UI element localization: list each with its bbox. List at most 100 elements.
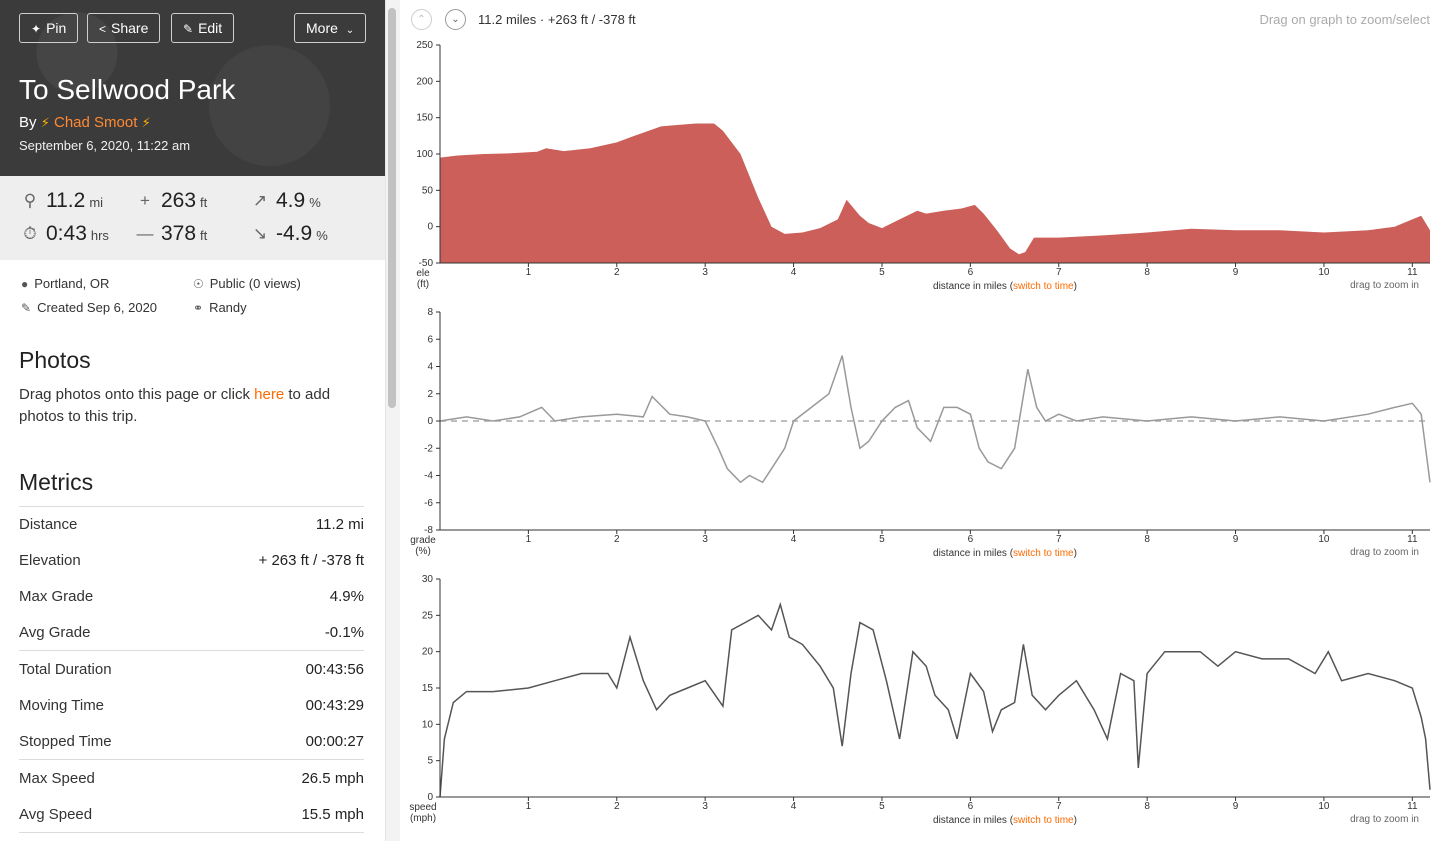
metric-row: Moving Time 00:43:29 (19, 687, 364, 723)
stat-time-unit: hrs (90, 228, 109, 243)
x-tick-label: 10 (1318, 801, 1330, 812)
stat-min-grade-unit: % (316, 228, 328, 243)
divider (19, 650, 364, 651)
x-tick-label: 1 (526, 267, 532, 278)
edit-button[interactable]: ✎ Edit (171, 13, 235, 43)
globe-icon: ☉ (193, 277, 204, 291)
pencil-icon: ✎ (183, 22, 194, 36)
plus-icon: + (140, 191, 150, 210)
collapse-up-button[interactable]: ⌃ (411, 9, 432, 30)
metric-label: Elevation (19, 552, 81, 569)
y-tick-label: 250 (416, 40, 433, 51)
location-text: Portland, OR (34, 276, 110, 291)
y-tick-label: -6 (424, 498, 433, 509)
trip-date: September 6, 2020, 11:22 am (19, 138, 191, 153)
y-tick-label: -2 (424, 443, 433, 454)
y-axis-label: grade (410, 535, 436, 546)
arrow-up-right-icon: ↗ (252, 191, 268, 210)
pin-icon: ✦ (31, 22, 42, 36)
stats-summary: ⚲ 11.2 mi ⏱ 0:43 hrs + 263 ft — 378 ft ↗ 4.9… (0, 176, 385, 260)
created-text: Created Sep 6, 2020 (37, 300, 158, 315)
y-tick-label: 6 (427, 334, 433, 345)
graph-hint: Drag on graph to zoom/select (1259, 12, 1430, 27)
stat-distance: ⚲ 11.2 mi (24, 189, 104, 213)
y-tick-label: 5 (427, 756, 433, 767)
photos-text-after: to add photos to this trip. (19, 386, 331, 425)
x-tick-label: 11 (1407, 801, 1418, 812)
photos-heading: Photos (19, 347, 91, 373)
x-tick-label: 5 (879, 801, 885, 812)
metric-row: Elevation + 263 ft / -378 ft (19, 542, 364, 578)
metric-value: 4.9% (329, 588, 364, 605)
metric-row: Max Grade 4.9% (19, 578, 364, 614)
metric-value: 00:43:56 (305, 661, 364, 678)
metric-label: Max Speed (19, 770, 95, 787)
bike-text: Randy (209, 300, 247, 315)
y-tick-label: 50 (422, 185, 434, 196)
x-tick-label: 5 (879, 534, 885, 545)
by-label: By (19, 114, 37, 131)
metric-row: Total Duration 00:43:56 (19, 651, 364, 687)
x-tick-label: 2 (614, 534, 620, 545)
lightning-icon: ⚡ (141, 115, 151, 130)
speed-line-series (439, 601, 1431, 798)
stopwatch-icon: ⏱ (23, 224, 37, 243)
x-tick-label: 7 (1056, 534, 1062, 545)
y-tick-label: 8 (427, 307, 433, 318)
metric-label: Avg Grade (19, 624, 91, 641)
bike: ⚭ Randy (193, 300, 247, 315)
map-pin-icon: ● (21, 277, 29, 291)
trip-header: ✦ Pin < Share ✎ Edit More ⌄ To Sellwood Par… (0, 0, 385, 176)
more-label: More (306, 20, 338, 36)
y-tick-label: 30 (422, 574, 434, 585)
visibility-text: Public (0 views) (209, 276, 301, 291)
y-tick-label: -8 (424, 525, 433, 536)
x-tick-label: 4 (791, 267, 797, 278)
metric-label: Total Duration (19, 661, 112, 678)
chevron-down-icon: ⌄ (345, 25, 355, 36)
x-tick-label: 3 (702, 534, 708, 545)
byline: By ⚡ Chad Smoot ⚡ (19, 114, 151, 131)
metric-label: Stopped Time (19, 733, 112, 750)
arrow-down-right-icon: ↘ (252, 224, 268, 243)
switch-to-time-link[interactable]: switch to time (1013, 815, 1074, 826)
x-tick-label: 10 (1318, 534, 1330, 545)
share-button[interactable]: < Share (87, 13, 161, 43)
x-tick-label: 3 (702, 267, 708, 278)
trip-sidebar: ✦ Pin < Share ✎ Edit More ⌄ To Sellwood Par… (0, 0, 385, 841)
y-tick-label: 4 (427, 362, 433, 373)
grade-line-series (439, 355, 1431, 484)
x-tick-label: 1 (526, 801, 532, 812)
y-tick-label: 0 (427, 222, 433, 233)
metric-row: Max Speed 26.5 mph (19, 760, 364, 796)
scrollbar-thumb[interactable] (388, 8, 396, 408)
y-tick-label: -50 (419, 258, 434, 269)
metric-row: Distance 11.2 mi (19, 506, 364, 542)
author-link[interactable]: Chad Smoot (54, 114, 138, 131)
x-tick-label: 4 (791, 534, 797, 545)
photos-text-before: Drag photos onto this page or click (19, 386, 255, 403)
switch-to-time-link[interactable]: switch to time (1013, 281, 1074, 292)
switch-to-time-link[interactable]: switch to time (1013, 548, 1074, 559)
created-date: ✎ Created Sep 6, 2020 (21, 300, 157, 315)
bicycle-icon: ⚭ (193, 301, 204, 315)
more-button[interactable]: More ⌄ (294, 13, 367, 43)
x-axis-label: distance in miles (switch to time) (933, 281, 1077, 292)
divider (19, 506, 364, 507)
stat-min-grade: ↘ -4.9% (253, 222, 328, 246)
stat-min-grade-value: -4.9 (276, 222, 313, 245)
visibility: ☉ Public (0 views) (193, 276, 301, 291)
minus-icon: — (136, 224, 154, 243)
pin-button[interactable]: ✦ Pin (19, 13, 79, 43)
metric-row: Avg Grade -0.1% (19, 614, 364, 650)
add-photos-link[interactable]: here (254, 386, 285, 403)
metric-value: 26.5 mph (301, 770, 364, 787)
x-tick-label: 11 (1407, 534, 1418, 545)
expand-down-button[interactable]: ⌄ (445, 9, 466, 30)
stat-distance-unit: mi (89, 195, 104, 210)
metric-label: Avg Speed (19, 806, 93, 823)
stat-distance-value: 11.2 (46, 189, 86, 212)
y-axis-label: (%) (415, 546, 431, 557)
x-tick-label: 6 (968, 534, 974, 545)
